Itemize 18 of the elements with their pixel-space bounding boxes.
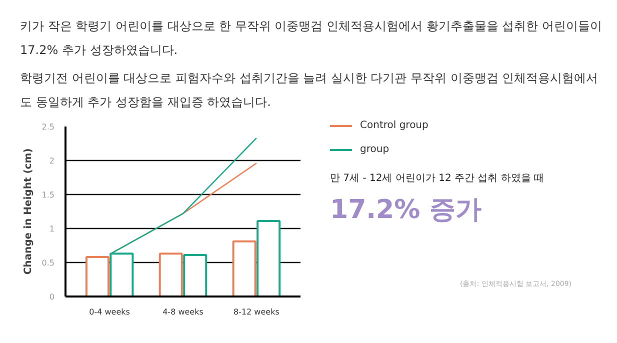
text: 만 7세 - 12세 어린이가 12 주간 섭취 하였을 때 <box>330 172 546 186</box>
legend-item: group <box>330 138 572 162</box>
y-axis-title: Change in Height (cm) <box>22 148 34 275</box>
chart-title: 키가 작은 학령기 어린이를 대상으로 한 무작위 이중맹검 인체적용시험에서 황기추출물을 섭취한 어린이들이 17.2% 추가 성장하였습니다. <box>20 18 603 59</box>
legend-item: Control group <box>330 114 572 138</box>
y-tick-label: 1 <box>49 224 55 234</box>
y-tick-label: 2.5 <box>42 122 55 132</box>
text: 17.2% 증가 <box>330 194 482 228</box>
x-tick-label: 0-4 weeks <box>89 308 130 316</box>
chart-subtitle: 학령기전 어린이를 대상으로 피험자수와 섭취기간을 늘려 실시한 다기관 무작위 이중맹검 인체적용시험에서도 동일하게 추가 성장함을 재입증 하였습니다. <box>20 70 600 111</box>
y-tick-label: 0.5 <box>42 258 55 268</box>
x-tick-label: 8-12 weeks <box>233 308 280 316</box>
x-tick-label: 4-8 weeks <box>162 308 204 316</box>
legend-label: group <box>360 142 390 157</box>
y-tick-label: 0 <box>49 292 55 302</box>
legend-label: Control group <box>360 118 428 133</box>
y-tick-label: 2 <box>49 156 55 166</box>
y-tick-label: 1.5 <box>42 190 55 200</box>
